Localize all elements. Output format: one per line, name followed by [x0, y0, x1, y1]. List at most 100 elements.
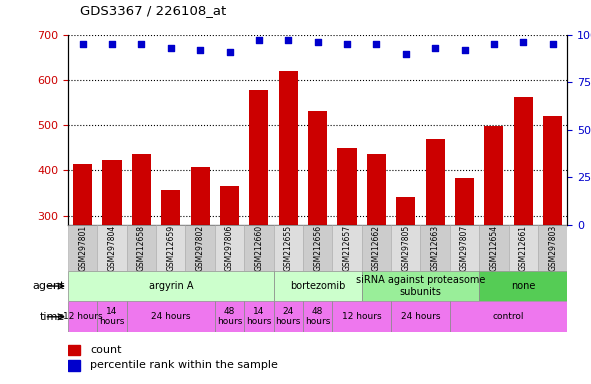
Bar	[68, 360, 80, 371]
Bar	[450, 301, 567, 332]
Point	[313, 39, 323, 45]
Text: 48
hours: 48 hours	[217, 307, 242, 326]
Text: GSM297801: GSM297801	[78, 225, 87, 271]
Text: GSM212656: GSM212656	[313, 225, 322, 271]
Point	[166, 45, 176, 51]
Bar	[362, 225, 391, 271]
Bar	[274, 225, 303, 271]
Bar	[249, 90, 268, 351]
Point	[548, 41, 557, 47]
Point	[518, 39, 528, 45]
Point	[489, 41, 499, 47]
Text: 48
hours: 48 hours	[305, 307, 330, 326]
Text: control: control	[493, 312, 524, 321]
Point	[254, 37, 264, 43]
Text: GSM212660: GSM212660	[254, 225, 264, 271]
Text: none: none	[511, 281, 535, 291]
Bar	[126, 301, 215, 332]
Text: 24 hours: 24 hours	[151, 312, 190, 321]
Bar	[426, 139, 444, 351]
Bar	[308, 111, 327, 351]
Bar	[132, 154, 151, 351]
Bar	[450, 225, 479, 271]
Text: GSM212662: GSM212662	[372, 225, 381, 271]
Point	[225, 49, 234, 55]
Bar	[396, 197, 415, 351]
Bar	[220, 186, 239, 351]
Text: 24
hours: 24 hours	[275, 307, 301, 326]
Point	[401, 51, 411, 57]
Bar	[102, 161, 122, 351]
Bar	[479, 271, 567, 301]
Point	[342, 41, 352, 47]
Bar	[362, 271, 479, 301]
Point	[108, 41, 117, 47]
Bar	[274, 301, 303, 332]
Bar	[98, 225, 126, 271]
Text: 24 hours: 24 hours	[401, 312, 440, 321]
Point	[78, 41, 87, 47]
Text: GSM212658: GSM212658	[137, 225, 146, 271]
Text: 12 hours: 12 hours	[63, 312, 102, 321]
Bar	[538, 225, 567, 271]
Bar	[244, 301, 274, 332]
Text: GSM297805: GSM297805	[401, 225, 410, 271]
Bar	[514, 96, 533, 351]
Bar	[420, 225, 450, 271]
Text: GSM212654: GSM212654	[489, 225, 498, 271]
Bar	[244, 225, 274, 271]
Text: GSM297802: GSM297802	[196, 225, 204, 271]
Text: 14
hours: 14 hours	[246, 307, 272, 326]
Text: GSM212657: GSM212657	[343, 225, 352, 271]
Text: count: count	[90, 345, 122, 355]
Bar	[161, 190, 180, 351]
Bar	[367, 154, 386, 351]
Bar	[68, 271, 274, 301]
Bar	[337, 148, 356, 351]
Bar	[485, 126, 504, 351]
Text: GSM212659: GSM212659	[166, 225, 176, 271]
Bar	[332, 225, 362, 271]
Bar	[479, 225, 509, 271]
Bar	[68, 301, 98, 332]
Bar	[303, 301, 332, 332]
Bar	[279, 71, 298, 351]
Bar	[215, 225, 244, 271]
Bar	[156, 225, 186, 271]
Text: GSM297807: GSM297807	[460, 225, 469, 271]
Text: GSM212661: GSM212661	[519, 225, 528, 271]
Text: 14
hours: 14 hours	[99, 307, 125, 326]
Text: percentile rank within the sample: percentile rank within the sample	[90, 360, 278, 371]
Point	[284, 37, 293, 43]
Bar	[98, 301, 126, 332]
Bar	[191, 167, 210, 351]
Point	[196, 47, 205, 53]
Text: argyrin A: argyrin A	[148, 281, 193, 291]
Bar	[126, 225, 156, 271]
Bar	[509, 225, 538, 271]
Bar	[303, 225, 332, 271]
Point	[372, 41, 381, 47]
Bar	[73, 164, 92, 351]
Text: GSM212655: GSM212655	[284, 225, 293, 271]
Text: siRNA against proteasome
subunits: siRNA against proteasome subunits	[356, 275, 485, 297]
Text: 12 hours: 12 hours	[342, 312, 382, 321]
Text: GDS3367 / 226108_at: GDS3367 / 226108_at	[80, 4, 226, 17]
Text: GSM297803: GSM297803	[548, 225, 557, 271]
Bar	[68, 345, 80, 355]
Text: agent: agent	[33, 281, 65, 291]
Point	[460, 47, 469, 53]
Point	[137, 41, 146, 47]
Bar	[68, 225, 98, 271]
Bar	[274, 271, 362, 301]
Text: time: time	[40, 312, 65, 322]
Bar	[391, 225, 420, 271]
Bar	[186, 225, 215, 271]
Text: bortezomib: bortezomib	[290, 281, 345, 291]
Bar	[332, 301, 391, 332]
Text: GSM297806: GSM297806	[225, 225, 234, 271]
Text: GSM297804: GSM297804	[108, 225, 116, 271]
Text: GSM212663: GSM212663	[431, 225, 440, 271]
Bar	[455, 179, 474, 351]
Bar	[215, 301, 244, 332]
